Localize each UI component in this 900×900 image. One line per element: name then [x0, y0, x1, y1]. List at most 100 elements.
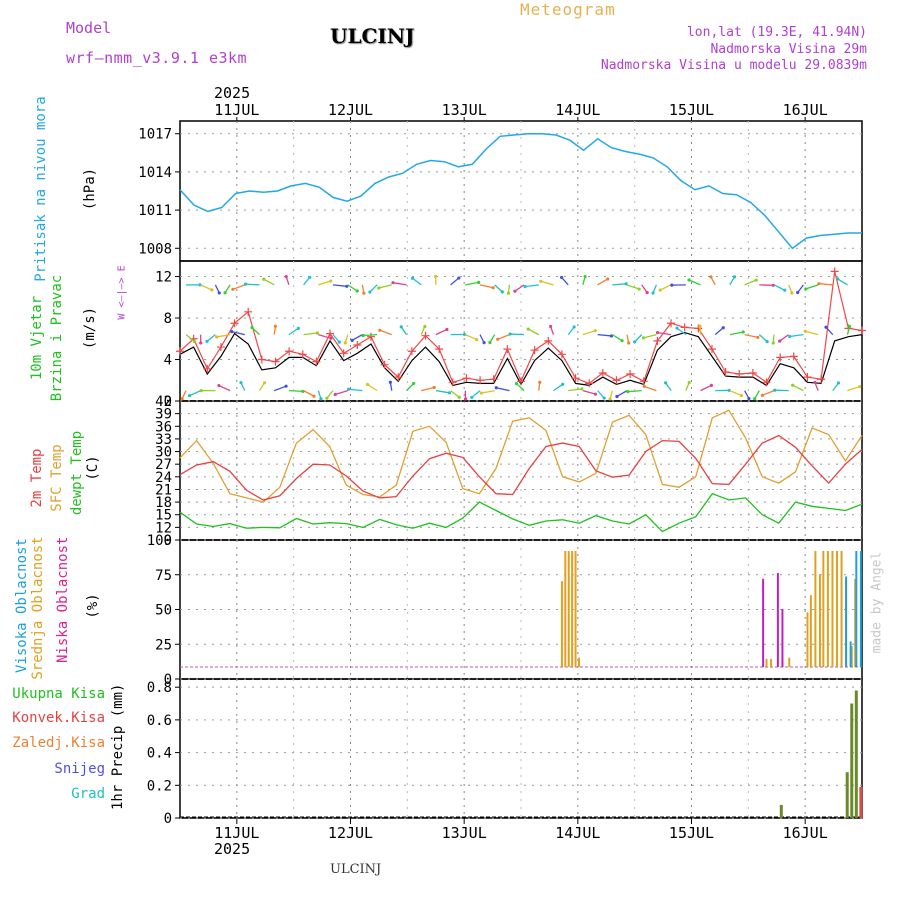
- wind-gust-marker: [326, 329, 335, 338]
- wind-arrow: [494, 284, 503, 293]
- y-tick-label-2: 18: [155, 495, 172, 511]
- pressure-line: [179, 132, 862, 250]
- wind-arrow: [465, 334, 477, 341]
- y-tick-label-0: 1014: [138, 165, 172, 181]
- wind-arrow-head: [645, 290, 649, 295]
- wind-arrow: [744, 333, 758, 339]
- wind-arrow-head: [365, 382, 370, 387]
- wind-arrow: [762, 390, 775, 396]
- wind-arrow: [435, 328, 448, 336]
- wind-arrow-head: [602, 396, 606, 400]
- wind-gust-marker: [312, 357, 321, 366]
- wind-arrow-head: [788, 334, 792, 339]
- wind-gust-marker: [394, 373, 403, 382]
- wind-arrow-head: [284, 384, 288, 388]
- wind-gust-marker: [639, 377, 648, 386]
- wind-arrow-head: [824, 325, 828, 329]
- dewpt-temp-line: [179, 492, 863, 533]
- wind-arrow: [363, 333, 378, 337]
- wind-gust-marker: [489, 375, 498, 384]
- y-tick-label-2: 30: [155, 445, 172, 461]
- wind-arrow-head: [399, 325, 403, 329]
- wind-arrow-head: [470, 395, 474, 400]
- wind-arrow-head: [494, 386, 498, 390]
- wind-arrow: [597, 390, 605, 399]
- wind-arrow-head: [368, 290, 372, 294]
- wind-arrow-head: [391, 281, 395, 285]
- wind-arrow: [597, 278, 608, 286]
- wind-arrow-head: [250, 325, 254, 330]
- y-tick-label-3: 0: [164, 672, 172, 688]
- wind-arrow-head: [284, 275, 288, 279]
- wind-arrow: [657, 331, 672, 336]
- wind-arrow: [318, 280, 331, 286]
- wind-arrow-head: [796, 290, 800, 295]
- lonlat-info: lon,lat (19.3E, 41.94N): [686, 25, 867, 40]
- wind-arrow-head: [217, 383, 221, 388]
- wind-gust-marker: [817, 375, 826, 384]
- y-tick-label-4: 0.8: [147, 680, 172, 696]
- wind-gust-marker: [571, 374, 580, 383]
- y-tick-label-4: 0.2: [147, 778, 172, 794]
- wind-arrow: [561, 277, 569, 286]
- wind-arrow-head: [791, 383, 795, 387]
- wind-arrow-head: [199, 389, 203, 393]
- wind-arrow-head: [754, 278, 758, 282]
- wind-arrow-head: [765, 339, 769, 344]
- wind-gust-marker: [830, 267, 839, 276]
- wind-arrow: [818, 283, 833, 286]
- y-tick-label-2: 42: [155, 394, 172, 410]
- panel-frame-4: [179, 678, 863, 819]
- wind-gust-marker: [476, 376, 485, 385]
- y-tick-label-0: 1017: [138, 127, 172, 143]
- wind-gust-marker: [244, 307, 253, 316]
- wind-arrow-head: [771, 341, 775, 345]
- wind-arrow-head: [378, 328, 382, 332]
- wind-arrow: [303, 276, 311, 286]
- wind-arrow-head: [778, 339, 782, 343]
- wind-arrow-head: [836, 277, 840, 281]
- wind-gust-marker: [435, 345, 444, 354]
- wind-arrow-head: [319, 397, 323, 401]
- wind-arrow: [263, 278, 275, 286]
- wind-arrow: [643, 333, 657, 339]
- wind-gust-marker: [203, 364, 212, 373]
- panel-frame-3: [179, 539, 863, 680]
- wind-arrow: [216, 333, 231, 338]
- model-label: Model: [66, 19, 112, 37]
- wind-arrow-head: [593, 329, 597, 333]
- wind-arrow: [825, 326, 834, 336]
- wind-arrow: [421, 386, 435, 392]
- wind-arrow-head: [329, 336, 333, 340]
- wind-arrow-head: [296, 326, 300, 330]
- wind-gust-marker: [735, 370, 744, 379]
- wind-gust-marker: [517, 377, 525, 386]
- wind-arrow-head: [329, 279, 333, 283]
- wind-arrow-head: [747, 397, 751, 401]
- day-label-bottom: 16JUL: [783, 824, 828, 842]
- wind-arrow-head: [858, 384, 862, 389]
- wind-arrow-head: [804, 287, 808, 291]
- wind-arrow-head: [709, 383, 713, 387]
- wind-arrow: [729, 390, 742, 397]
- wind-arrow-head: [410, 276, 415, 280]
- wind-arrow: [497, 334, 510, 340]
- wind-arrow: [332, 334, 340, 343]
- wind-arrow-head: [231, 287, 235, 291]
- wind-arrow: [378, 284, 392, 289]
- wind-arrow-head: [210, 288, 214, 292]
- temp2m-line: [179, 434, 863, 501]
- wind-arrow-head: [457, 395, 461, 399]
- wind-arrow: [392, 282, 407, 286]
- wind-gust-marker: [858, 326, 866, 335]
- wind-gust-marker: [271, 357, 280, 366]
- wind-arrow: [525, 284, 539, 288]
- wind-arrow-head: [333, 392, 337, 397]
- wind-gust-marker: [462, 374, 471, 383]
- wind-arrow: [232, 284, 246, 290]
- wind-arrow-head: [709, 275, 713, 279]
- wind-arrow: [510, 333, 525, 336]
- wind-gust-marker: [421, 331, 430, 340]
- y-tick-label-2: 33: [155, 432, 172, 448]
